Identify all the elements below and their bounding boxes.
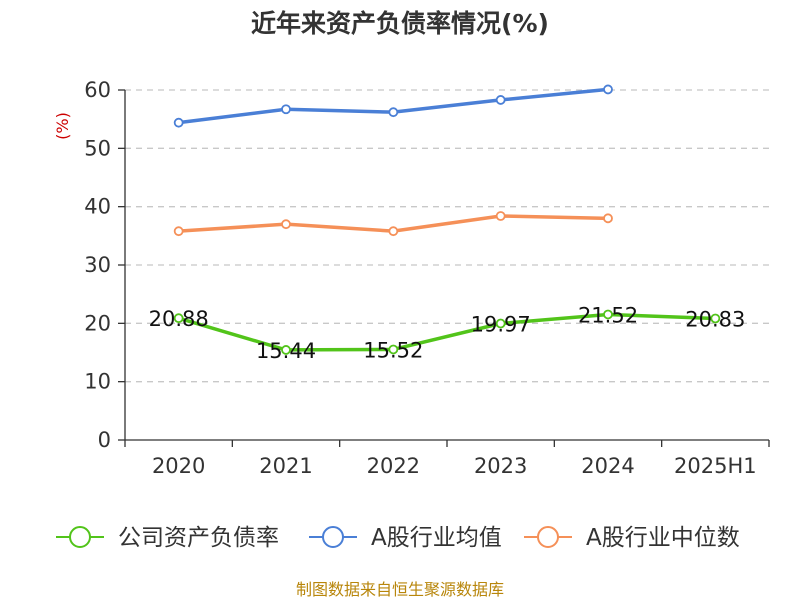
data-point[interactable]	[603, 309, 613, 320]
data-point[interactable]	[495, 318, 506, 329]
axes: 0 10 20 30 40 50 60 2020 2021 2022 2023 2024 2025H1	[84, 78, 770, 478]
legend-swatch-marker	[69, 526, 91, 548]
data-point[interactable]	[173, 226, 184, 237]
legend-label: A股行业中位数	[586, 525, 740, 551]
series-line-0	[178, 312, 716, 352]
legend-label: 公司资产负债率	[118, 525, 279, 551]
y-tick-label: 20	[84, 311, 111, 335]
y-axis-label: (%)	[53, 112, 72, 140]
data-label: 15.44	[256, 339, 316, 363]
data-point[interactable]	[173, 313, 184, 324]
x-tick-label-2024: 2024	[581, 454, 634, 478]
legend-label: A股行业均值	[371, 525, 502, 551]
data-point[interactable]	[281, 345, 291, 355]
y-tick-label: 40	[84, 195, 111, 219]
legend-item-0[interactable]: 公司资产负债率	[56, 525, 279, 551]
x-tick-label-2025H1: 2025H1	[674, 454, 757, 478]
data-point[interactable]	[495, 211, 506, 221]
y-tick-label: 50	[84, 136, 111, 160]
data-label: 19.97	[471, 313, 531, 337]
series-1	[173, 84, 613, 128]
x-tick-label-2023: 2023	[474, 454, 527, 478]
data-label: 20.88	[149, 307, 209, 331]
data-label: 20.83	[685, 307, 745, 331]
data-point[interactable]	[710, 313, 721, 324]
x-tick-label-2021: 2021	[259, 454, 312, 478]
y-tick-label: 60	[84, 78, 111, 102]
data-point[interactable]	[281, 104, 291, 115]
series-group: 20.88 15.44 15.52 19.97 21.52 20.83	[149, 84, 746, 363]
data-point[interactable]	[281, 219, 291, 230]
data-point[interactable]	[388, 226, 399, 237]
x-tick-label-2022: 2022	[367, 454, 420, 478]
y-tick-label: 30	[84, 253, 111, 277]
legend-item-2[interactable]: A股行业中位数	[524, 525, 740, 551]
legend-item-1[interactable]: A股行业均值	[309, 525, 502, 551]
data-point[interactable]	[495, 95, 506, 105]
source-note: 制图数据来自恒生聚源数据库	[296, 580, 504, 599]
x-tick-label-2020: 2020	[152, 454, 205, 478]
series-0: 20.88 15.44 15.52 19.97 21.52 20.83	[149, 303, 746, 362]
legend-swatch-marker	[537, 526, 559, 548]
data-point[interactable]	[388, 107, 399, 118]
chart-title: 近年来资产负债率情况(%)	[251, 9, 549, 38]
y-tick-label: 0	[98, 428, 111, 452]
series-line-1	[178, 87, 609, 125]
data-label: 15.52	[363, 338, 423, 362]
y-tick-label: 10	[84, 370, 111, 394]
legend[interactable]: 公司资产负债率 A股行业均值 A股行业中位数	[56, 525, 740, 551]
data-point[interactable]	[603, 213, 613, 224]
data-point[interactable]	[603, 84, 613, 95]
data-label: 21.52	[578, 303, 638, 327]
data-point[interactable]	[388, 344, 399, 355]
legend-swatch-marker	[322, 526, 344, 548]
data-point[interactable]	[173, 117, 184, 128]
gridlines	[125, 89, 769, 383]
series-2	[173, 211, 613, 237]
